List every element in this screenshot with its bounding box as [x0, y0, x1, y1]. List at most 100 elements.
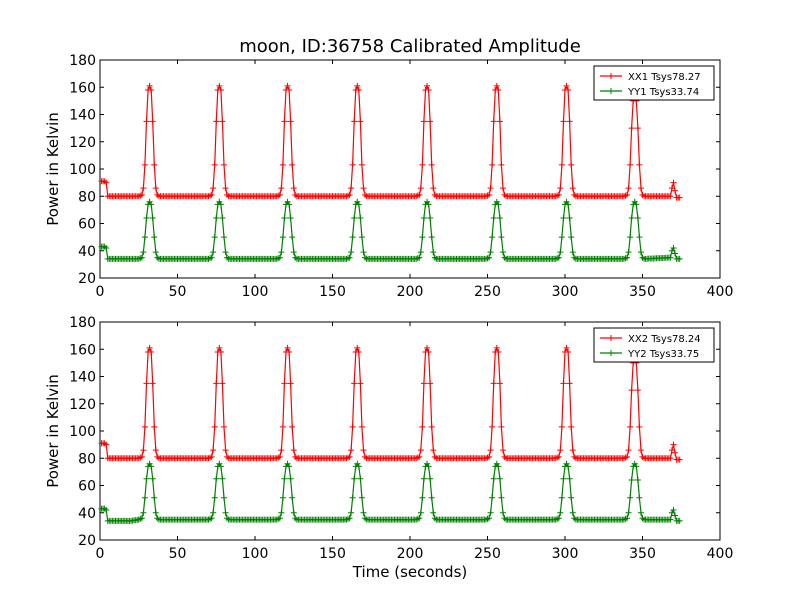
- data-point-marker: [355, 201, 362, 208]
- y-tick-label: 160: [69, 80, 96, 96]
- x-tick-label: 350: [629, 546, 656, 562]
- data-point-marker: [557, 249, 564, 256]
- data-point-marker: [419, 161, 426, 168]
- data-point-marker: [490, 215, 497, 222]
- data-point-marker: [216, 82, 223, 89]
- data-point-marker: [670, 441, 677, 448]
- data-point-marker: [290, 249, 297, 256]
- data-point-marker: [493, 344, 500, 351]
- data-point-marker: [427, 475, 434, 482]
- data-point-marker: [490, 118, 497, 125]
- data-point-marker: [486, 191, 493, 198]
- data-point-marker: [420, 118, 427, 125]
- data-point-marker: [358, 494, 365, 501]
- data-point-marker: [425, 348, 432, 355]
- data-point-marker: [633, 463, 640, 470]
- data-point-marker: [290, 185, 297, 192]
- data-point-marker: [425, 463, 432, 470]
- data-point-marker: [287, 475, 294, 482]
- legend: XX1 Tsys78.27 YY1 Tsys33.74: [593, 65, 715, 101]
- data-point-marker: [667, 455, 674, 462]
- data-point-marker: [486, 254, 493, 261]
- x-tick-label: 250: [474, 284, 501, 300]
- data-point-marker: [672, 449, 679, 456]
- x-tick-label: 400: [707, 546, 734, 562]
- data-point-marker: [425, 86, 432, 93]
- data-point-marker: [138, 453, 145, 460]
- data-point-marker: [557, 509, 564, 516]
- data-point-marker: [417, 447, 424, 454]
- data-point-marker: [348, 447, 355, 454]
- data-point-marker: [563, 82, 570, 89]
- data-point-marker: [143, 380, 150, 387]
- data-point-marker: [217, 463, 224, 470]
- data-point-marker: [146, 82, 153, 89]
- data-point-marker: [211, 423, 218, 430]
- data-point-marker: [634, 477, 641, 484]
- data-point-marker: [420, 380, 427, 387]
- data-point-marker: [624, 254, 630, 261]
- legend-marker: [608, 88, 614, 94]
- data-point-marker: [566, 118, 573, 125]
- data-point-marker: [281, 215, 288, 222]
- data-point-marker: [152, 185, 159, 192]
- data-point-marker: [419, 423, 426, 430]
- data-point-marker: [284, 82, 291, 89]
- data-point-marker: [565, 463, 572, 470]
- data-point-marker: [634, 125, 641, 132]
- data-point-marker: [346, 453, 353, 460]
- data-point-marker: [625, 447, 632, 454]
- data-point-marker: [355, 463, 362, 470]
- data-point-marker: [560, 118, 567, 125]
- data-point-marker: [358, 161, 365, 168]
- data-point-marker: [148, 201, 155, 208]
- data-point-marker: [486, 515, 493, 522]
- data-point-marker: [149, 380, 156, 387]
- y-tick-label: 20: [78, 533, 96, 549]
- top-subplot: 0 50 100 150 200 250 300 350 400 20 40 60 80 100 120 14…: [44, 53, 733, 300]
- data-point-marker: [349, 161, 356, 168]
- data-point-marker: [348, 509, 355, 516]
- data-point-marker: [625, 185, 632, 192]
- data-point-marker: [351, 380, 358, 387]
- data-point-marker: [500, 509, 506, 516]
- data-point-marker: [637, 447, 644, 454]
- data-point-marker: [628, 125, 635, 132]
- data-point-marker: [103, 245, 110, 252]
- data-point-marker: [349, 494, 356, 501]
- data-point-marker: [217, 348, 224, 355]
- data-point-marker: [569, 447, 576, 454]
- data-point-marker: [279, 494, 286, 501]
- data-point-marker: [357, 380, 364, 387]
- data-point-marker: [624, 453, 630, 460]
- series-xx-1: [98, 82, 683, 201]
- data-point-marker: [489, 494, 496, 501]
- data-point-marker: [558, 494, 565, 501]
- data-point-marker: [487, 249, 494, 256]
- data-point-marker: [558, 234, 565, 241]
- data-point-marker: [496, 215, 503, 222]
- data-point-marker: [279, 161, 286, 168]
- data-point-marker: [627, 423, 634, 430]
- data-point-marker: [555, 254, 562, 261]
- data-point-marker: [346, 515, 353, 522]
- data-point-marker: [146, 344, 153, 351]
- data-point-marker: [566, 475, 573, 482]
- y-tick-label: 60: [78, 217, 96, 233]
- legend: XX2 Tsys78.24 YY2 Tsys33.75: [593, 327, 715, 363]
- data-point-marker: [289, 161, 296, 168]
- y-axis-label: Power in Kelvin: [44, 374, 62, 488]
- data-point-marker: [569, 185, 576, 192]
- data-point-marker: [351, 118, 358, 125]
- data-point-marker: [568, 423, 575, 430]
- data-point-marker: [213, 380, 220, 387]
- x-tick-label: 400: [707, 284, 734, 300]
- data-point-marker: [495, 201, 502, 208]
- data-point-marker: [424, 344, 431, 351]
- y-tick-label: 80: [78, 451, 96, 467]
- data-point-marker: [500, 185, 506, 192]
- data-point-marker: [563, 344, 570, 351]
- data-point-marker: [628, 387, 635, 394]
- legend-label: XX2 Tsys78.24: [628, 334, 701, 345]
- data-point-marker: [670, 245, 677, 252]
